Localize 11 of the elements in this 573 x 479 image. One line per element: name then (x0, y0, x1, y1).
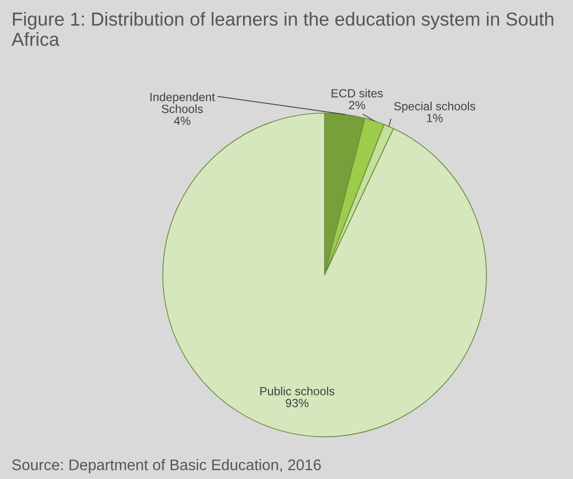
chart-title: Figure 1: Distribution of learners in the education system in South Africa (12, 12, 554, 46)
data-label: 4% (174, 116, 190, 125)
data-label: 2% (349, 100, 366, 110)
source-note: Source: Department of Basic Education, 2016 (12, 459, 321, 474)
data-label: 1% (427, 114, 443, 122)
pie-slice (162, 112, 487, 438)
data-label: 93% (286, 398, 308, 408)
slice-label: ECD sites (332, 88, 383, 98)
slice-label: Public schools (260, 386, 334, 396)
slice-label: Special schools (394, 102, 476, 113)
slice-label: Independent Schools (150, 92, 215, 114)
